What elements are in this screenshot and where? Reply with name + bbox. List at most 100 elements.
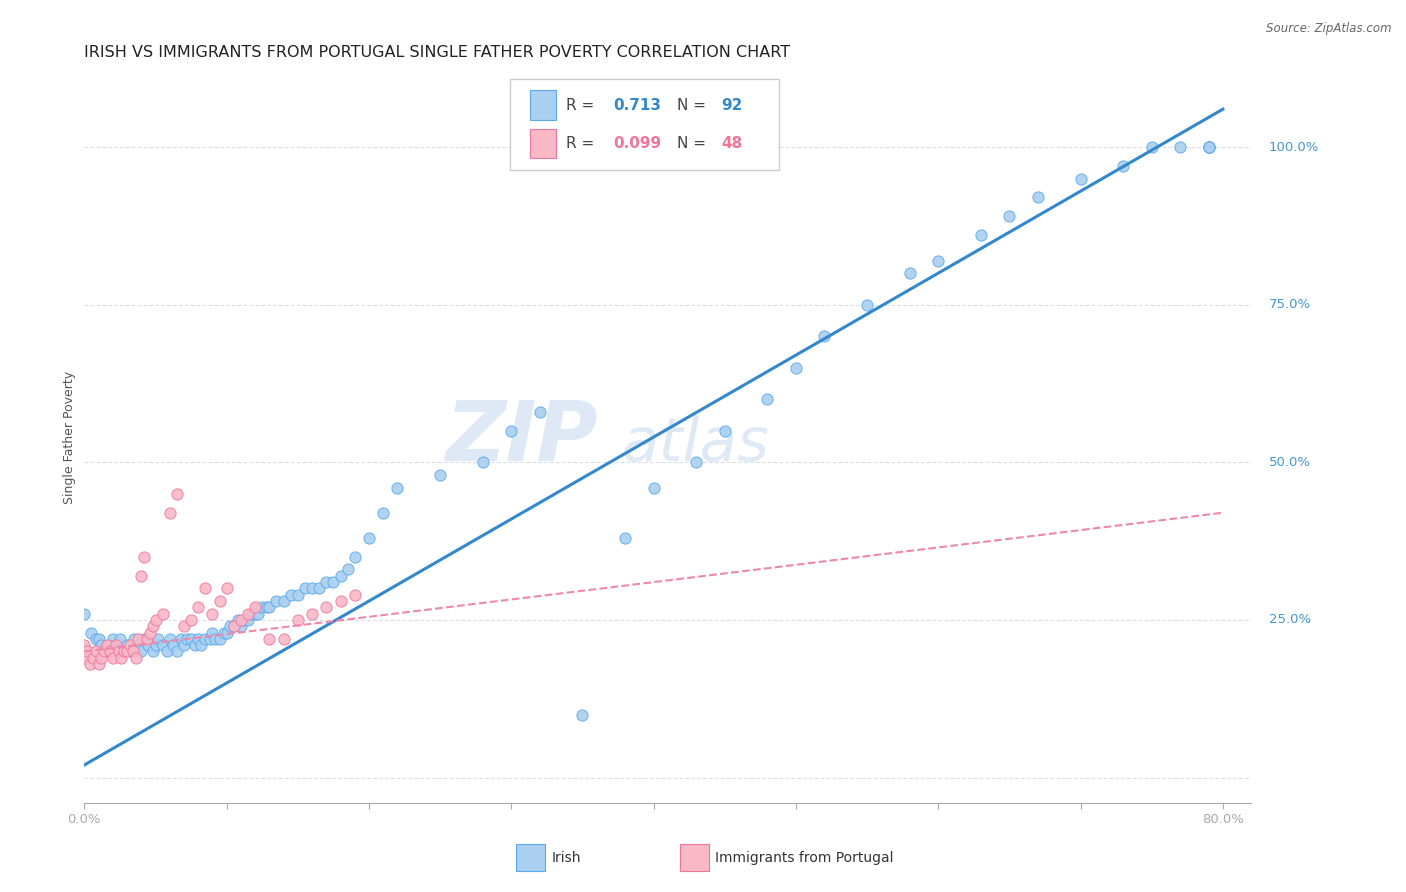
Text: 25.0%: 25.0% — [1268, 614, 1310, 626]
Point — [145, 638, 167, 652]
Point — [134, 549, 156, 564]
Point — [287, 613, 309, 627]
Point — [713, 424, 735, 438]
Point — [101, 650, 124, 665]
Point — [1198, 140, 1220, 154]
Point — [259, 632, 281, 646]
Text: N =: N = — [678, 136, 711, 152]
Point — [176, 632, 198, 646]
Point — [118, 638, 141, 652]
Point — [266, 594, 288, 608]
Point — [142, 644, 165, 658]
Point — [998, 210, 1021, 224]
Point — [813, 329, 835, 343]
Point — [208, 594, 231, 608]
Text: 50.0%: 50.0% — [1268, 456, 1310, 469]
Point — [308, 582, 330, 596]
FancyBboxPatch shape — [516, 845, 546, 871]
Point — [152, 607, 174, 621]
Point — [127, 632, 149, 646]
Point — [139, 625, 162, 640]
Point — [129, 569, 152, 583]
Point — [212, 625, 235, 640]
Text: 92: 92 — [721, 97, 742, 112]
Point — [159, 632, 181, 646]
FancyBboxPatch shape — [679, 845, 709, 871]
Point — [215, 582, 238, 596]
Point — [387, 481, 409, 495]
Point — [1198, 140, 1220, 154]
Point — [190, 638, 212, 652]
Point — [194, 632, 217, 646]
Point — [173, 619, 195, 633]
Point — [970, 228, 993, 243]
Point — [301, 582, 323, 596]
Point — [187, 632, 209, 646]
Point — [343, 549, 366, 564]
Point — [1198, 140, 1220, 154]
Point — [246, 607, 269, 621]
Text: IRISH VS IMMIGRANTS FROM PORTUGAL SINGLE FATHER POVERTY CORRELATION CHART: IRISH VS IMMIGRANTS FROM PORTUGAL SINGLE… — [84, 45, 790, 61]
Point — [329, 569, 352, 583]
Point — [87, 657, 110, 671]
Point — [201, 607, 224, 621]
Point — [373, 506, 395, 520]
Point — [162, 638, 184, 652]
Text: 0.713: 0.713 — [613, 97, 661, 112]
Point — [208, 632, 231, 646]
Point — [1168, 140, 1191, 154]
Point — [215, 625, 238, 640]
Point — [329, 594, 352, 608]
Point — [529, 405, 551, 419]
Point — [343, 588, 366, 602]
Point — [243, 600, 266, 615]
Point — [180, 632, 202, 646]
Point — [108, 632, 131, 646]
Point — [173, 638, 195, 652]
Point — [222, 619, 245, 633]
Text: atlas: atlas — [621, 415, 769, 474]
Point — [336, 562, 359, 576]
Point — [1026, 190, 1049, 204]
Point — [222, 619, 245, 633]
Point — [357, 531, 380, 545]
Point — [1198, 140, 1220, 154]
Point — [136, 632, 159, 646]
Point — [115, 644, 138, 658]
Point — [76, 644, 98, 658]
Point — [87, 632, 110, 646]
Point — [756, 392, 779, 407]
Point — [129, 644, 152, 658]
Point — [127, 638, 149, 652]
Point — [124, 650, 146, 665]
Point — [82, 650, 104, 665]
Point — [194, 582, 217, 596]
Point — [138, 638, 160, 652]
Point — [243, 607, 266, 621]
Point — [170, 632, 193, 646]
Point — [571, 707, 593, 722]
Text: Irish: Irish — [551, 851, 581, 864]
Point — [156, 644, 179, 658]
Point — [98, 644, 121, 658]
Point — [614, 531, 637, 545]
Point — [280, 588, 302, 602]
Text: R =: R = — [567, 97, 599, 112]
Point — [204, 632, 226, 646]
Point — [236, 613, 259, 627]
Point — [256, 600, 278, 615]
Point — [118, 644, 141, 658]
Text: Immigrants from Portugal: Immigrants from Portugal — [714, 851, 893, 864]
Point — [301, 607, 323, 621]
Text: 48: 48 — [721, 136, 742, 152]
Point — [90, 650, 112, 665]
Point — [259, 600, 281, 615]
Point — [1140, 140, 1163, 154]
Point — [898, 266, 921, 280]
Point — [115, 638, 138, 652]
Text: Source: ZipAtlas.com: Source: ZipAtlas.com — [1267, 22, 1392, 36]
Point — [122, 632, 145, 646]
Point — [148, 632, 170, 646]
Point — [322, 575, 344, 590]
Point — [104, 644, 127, 658]
